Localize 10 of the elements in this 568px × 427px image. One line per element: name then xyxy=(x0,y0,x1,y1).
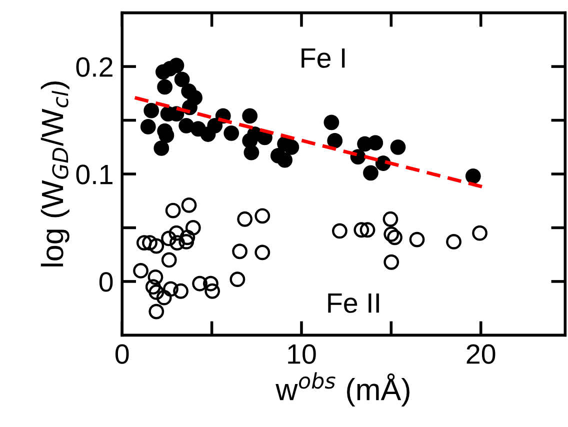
y-tick-label: 0.1 xyxy=(76,164,112,184)
y-tick-label: 0 xyxy=(99,272,113,292)
y-axis-title: log (W$_{GD}$/W$_{cl}$) xyxy=(40,82,70,266)
x-tick-label: 0 xyxy=(115,344,129,364)
x-axis-title: w$^{obs}$ (mÅ) xyxy=(276,372,410,406)
y-tick-label: 0.2 xyxy=(76,57,112,77)
x-tick-label: 20 xyxy=(466,344,496,364)
series-label: Fe II xyxy=(328,294,379,313)
legend-label: Fe I xyxy=(302,48,345,68)
x-tick-label: 10 xyxy=(288,344,316,364)
